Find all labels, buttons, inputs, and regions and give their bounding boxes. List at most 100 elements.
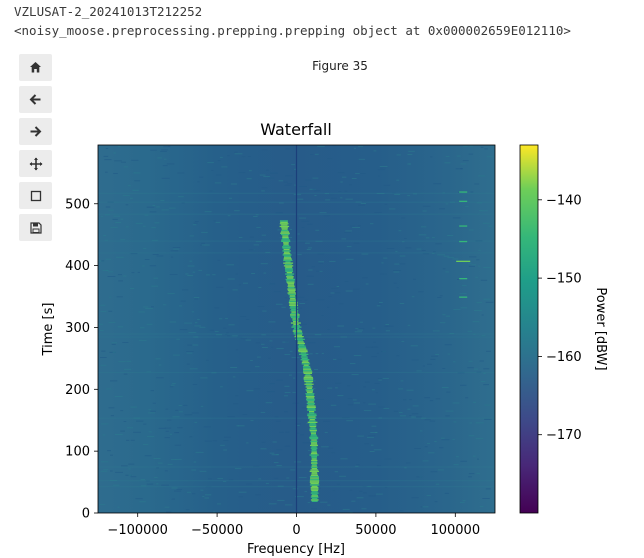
- signal-mark: [303, 376, 313, 379]
- signal-mark: [290, 315, 300, 317]
- signal-mark: [300, 356, 308, 358]
- signal-mark: [311, 443, 318, 445]
- signal-mark: [310, 492, 319, 494]
- signal-mark: [311, 500, 318, 502]
- signal-mark: [308, 417, 317, 419]
- colorbar-axis: −140 −150 −160 −170: [538, 193, 582, 443]
- signal-mark: [293, 321, 299, 323]
- signal-mark: [297, 345, 306, 347]
- signal-mark: [311, 442, 317, 444]
- signal-mark: [306, 402, 315, 404]
- signal-mark: [282, 254, 292, 256]
- save-button[interactable]: [19, 214, 52, 241]
- signal-mark: [284, 263, 292, 266]
- signal-mark: [285, 270, 294, 272]
- signal-mark: [309, 454, 319, 456]
- signal-mark: [282, 235, 289, 237]
- signal-mark: [311, 485, 318, 487]
- signal-mark: [311, 472, 318, 474]
- signal-mark: [279, 220, 288, 222]
- signal-mark: [311, 465, 317, 467]
- y-axis-label: Time [s]: [41, 303, 56, 357]
- colorbar-tick-label: −170: [546, 428, 582, 443]
- y-tick-label: 300: [65, 321, 90, 336]
- signal-mark: [294, 336, 304, 338]
- signal-mark: [303, 379, 314, 381]
- signal-mark: [281, 239, 291, 241]
- output-line-object: <noisy_moose.preprocessing.prepping.prep…: [14, 23, 571, 38]
- pan-button[interactable]: [19, 150, 52, 177]
- signal-mark: [305, 374, 311, 376]
- zoom-rect-icon: [30, 190, 41, 201]
- save-icon: [29, 221, 42, 234]
- signal-mark: [299, 353, 309, 355]
- signal-mark: [311, 461, 318, 463]
- side-signal-mark: [459, 296, 468, 298]
- signal-mark: [297, 342, 305, 345]
- back-button[interactable]: [19, 86, 52, 113]
- signal-mark: [310, 482, 319, 485]
- signal-mark: [285, 266, 293, 268]
- signal-mark: [295, 338, 305, 340]
- side-signal-mark: [456, 260, 471, 262]
- signal-mark: [310, 466, 318, 468]
- signal-mark: [300, 352, 307, 354]
- signal-mark: [301, 357, 308, 360]
- signal-mark: [307, 421, 318, 423]
- signal-mark: [283, 242, 289, 244]
- signal-mark: [283, 243, 289, 245]
- signal-mark: [282, 236, 289, 238]
- x-axis: −100000 −50000 0 50000 100000: [107, 513, 480, 538]
- colorbar: [519, 144, 539, 514]
- y-tick-label: 100: [65, 445, 90, 460]
- signal-mark: [279, 225, 290, 228]
- signal-mark: [307, 401, 314, 403]
- signal-mark: [297, 340, 304, 342]
- signal-mark: [289, 296, 296, 298]
- signal-mark: [281, 224, 288, 226]
- signal-mark: [310, 499, 319, 501]
- signal-mark: [290, 306, 298, 308]
- signal-mark: [311, 446, 317, 448]
- signal-mark: [282, 250, 291, 252]
- zoom-button[interactable]: [19, 182, 52, 209]
- side-signal-mark: [459, 278, 468, 280]
- signal-mark: [301, 363, 311, 365]
- signal-mark: [309, 410, 315, 413]
- home-button[interactable]: [19, 54, 52, 81]
- signal-mark: [311, 473, 318, 475]
- signal-mark: [309, 484, 320, 486]
- side-signal: [456, 191, 471, 298]
- signal-mark: [298, 346, 307, 349]
- colorbar-tick-label: −160: [546, 350, 582, 365]
- signal-mark: [283, 253, 291, 255]
- y-axis: 0 100 200 300 400 500: [65, 197, 98, 522]
- signal-mark: [280, 221, 288, 223]
- signal-mark: [307, 413, 317, 415]
- y-tick-label: 400: [65, 259, 90, 274]
- signal-mark: [305, 386, 313, 388]
- signal-mark: [303, 378, 314, 380]
- signal-mark: [310, 453, 318, 455]
- signal-mark: [306, 406, 316, 408]
- signal-mark: [310, 435, 317, 437]
- signal-mark: [310, 469, 319, 471]
- signal-mark: [311, 491, 318, 493]
- signal-mark: [307, 409, 316, 411]
- home-icon: [30, 62, 41, 73]
- forward-button[interactable]: [19, 118, 52, 145]
- signal-mark: [286, 276, 294, 278]
- signal-mark: [284, 255, 291, 257]
- signal-mark: [303, 370, 312, 372]
- signal-mark: [282, 246, 291, 248]
- signal-mark: [307, 408, 316, 410]
- signal-mark: [311, 489, 319, 491]
- signal-mark: [306, 385, 312, 387]
- signal-trace: [279, 220, 320, 502]
- signal-mark: [283, 262, 294, 264]
- signal-mark: [303, 367, 311, 369]
- signal-mark: [310, 431, 317, 433]
- signal-mark: [288, 300, 298, 302]
- signal-mark: [285, 261, 291, 263]
